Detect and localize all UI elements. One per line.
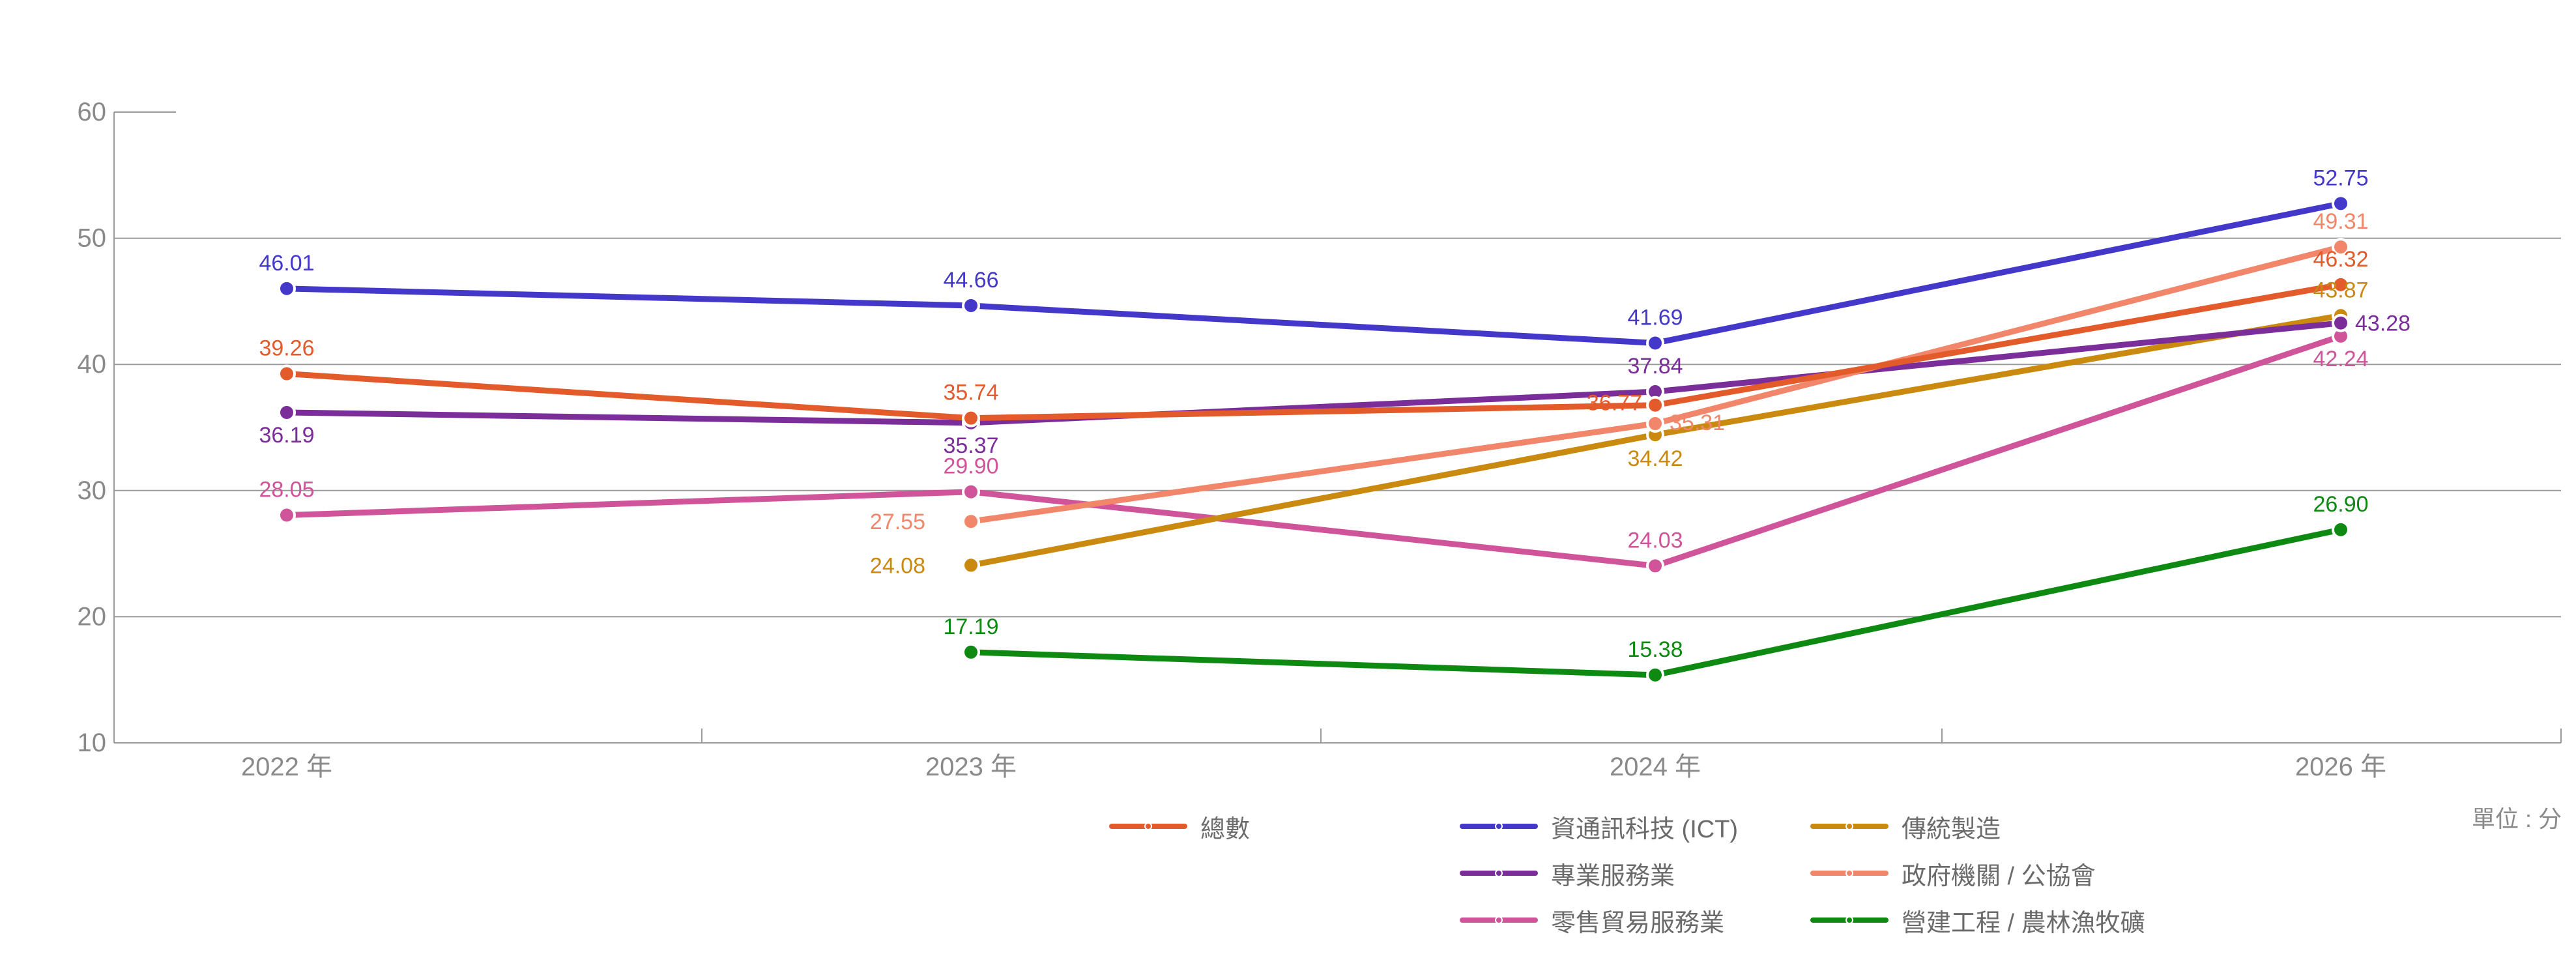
data-label: 36.19: [259, 423, 314, 448]
legend-label: 營建工程 / 農林漁牧礦: [1902, 909, 2145, 937]
data-label: 46.32: [2313, 247, 2368, 272]
data-point: [1646, 334, 1664, 353]
data-point: [1646, 396, 1664, 414]
legend-item[interactable]: 專業服務業: [1460, 857, 1675, 890]
axes: 10 20 30 40 50 60 2022 年 2023 年 2024 年 2026 年: [78, 98, 2562, 781]
x-tick-label: 2023 年: [925, 753, 1017, 781]
data-point: [1646, 665, 1664, 684]
y-tick-label: 30: [78, 476, 107, 505]
grid-lines: [114, 111, 2561, 618]
data-point: [2332, 313, 2350, 332]
data-point: [962, 643, 980, 661]
data-point: [1646, 414, 1664, 433]
legend-marker: [1845, 869, 1853, 877]
legend-label: 資通訊科技 (ICT): [1551, 815, 1739, 843]
data-point: [278, 403, 296, 422]
data-label: 15.38: [1627, 637, 1683, 662]
legend-swatch: [1460, 869, 1538, 877]
data-point: [962, 409, 980, 427]
data-label: 26.90: [2313, 492, 2368, 517]
data-point: [2332, 237, 2350, 256]
legend-marker: [1845, 822, 1853, 830]
data-point: [962, 556, 980, 575]
data-label: 49.31: [2313, 209, 2368, 234]
data-label: 28.05: [259, 478, 314, 502]
legend-swatch: [1109, 822, 1187, 830]
x-tick-label: 2026 年: [2295, 753, 2386, 781]
data-label: 43.28: [2355, 311, 2410, 336]
data-point: [962, 482, 980, 501]
data-label: 35.74: [943, 381, 998, 405]
series-line: [283, 282, 2344, 422]
data-point: [2332, 275, 2350, 294]
y-tick-label: 40: [78, 350, 107, 379]
x-tick-label: 2022 年: [241, 753, 332, 781]
legend-label: 零售貿易服務業: [1551, 909, 1725, 937]
data-point: [2332, 520, 2350, 539]
y-tick-label: 10: [78, 729, 107, 757]
unit-label: 單位 : 分: [2471, 805, 2562, 832]
data-point: [278, 506, 296, 525]
data-label: 35.31: [1670, 411, 1725, 435]
data-label: 34.42: [1627, 446, 1683, 471]
legend-item[interactable]: 零售貿易服務業: [1460, 904, 1725, 937]
data-point: [962, 512, 980, 531]
legend-item[interactable]: 總數: [1109, 810, 1250, 843]
data-label: 46.01: [259, 251, 314, 276]
y-tick-label: 50: [78, 224, 107, 253]
data-label: 35.37: [943, 433, 998, 458]
legend-item[interactable]: 營建工程 / 農林漁牧礦: [1810, 904, 2145, 937]
data-label: 24.08: [870, 553, 925, 578]
legend-label: 專業服務業: [1551, 862, 1675, 890]
data-label: 24.03: [1627, 528, 1683, 553]
data-label: 17.19: [943, 614, 998, 639]
legend-marker: [1495, 822, 1503, 830]
series-line: [283, 320, 2344, 426]
data-label: 27.55: [870, 510, 925, 534]
data-label: 44.66: [943, 268, 998, 293]
data-label: 36.77: [1587, 391, 1642, 416]
legend-swatch: [1460, 916, 1538, 924]
legend-marker: [1495, 869, 1503, 877]
data-label: 37.84: [1627, 354, 1683, 379]
data-label: 41.69: [1627, 305, 1683, 330]
data-point: [278, 279, 296, 298]
y-tick-label: 20: [78, 602, 107, 631]
legend-label: 總數: [1200, 815, 1251, 843]
data-point: [278, 364, 296, 383]
data-label: 42.24: [2313, 347, 2368, 371]
legend-swatch: [1460, 822, 1538, 830]
legend-marker: [1495, 916, 1503, 924]
legend-marker: [1144, 822, 1152, 830]
data-label: 52.75: [2313, 166, 2368, 190]
y-tick-label: 60: [78, 98, 107, 126]
series-lines: [278, 194, 2350, 684]
legend-swatch: [1810, 869, 1889, 877]
legend-label: 政府機關 / 公協會: [1902, 862, 2096, 890]
legend-label: 傳統製造: [1902, 815, 2001, 843]
legend-item[interactable]: 傳統製造: [1810, 810, 2001, 843]
legend-item[interactable]: 政府機關 / 公協會: [1810, 857, 2096, 890]
legend-marker: [1845, 916, 1853, 924]
x-tick-label: 2024 年: [1610, 753, 1701, 781]
data-label: 29.90: [943, 454, 998, 479]
series-line: [283, 200, 2344, 346]
data-point: [962, 296, 980, 315]
data-labels: 17.19 15.38 26.90 28.05 29.90 24.03 42.24 24.08…: [259, 166, 2410, 661]
series-line: [283, 333, 2344, 569]
data-point: [1646, 556, 1664, 575]
legend-swatch: [1810, 822, 1889, 830]
legend-swatch: [1810, 916, 1889, 924]
data-label: 39.26: [259, 336, 314, 361]
data-point: [2332, 194, 2350, 213]
data-label: 43.87: [2313, 278, 2368, 302]
legend-item[interactable]: 資通訊科技 (ICT): [1460, 810, 1738, 843]
